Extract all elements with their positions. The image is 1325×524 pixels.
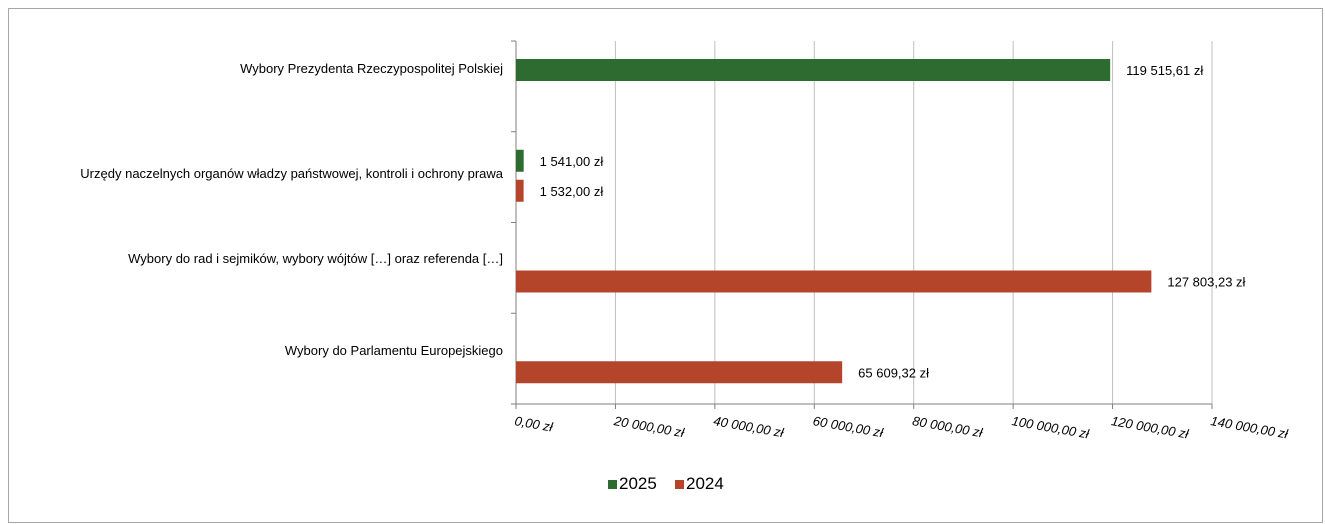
legend-swatch-2024 — [675, 480, 684, 489]
data-label-2025-1: 1 541,00 zł — [540, 154, 604, 169]
bar-2025-0 — [516, 59, 1111, 81]
x-tick-label-3: 60 000,00 zł — [812, 413, 885, 440]
legend-swatch-2025 — [608, 480, 617, 489]
legend-label-2024: 2024 — [686, 474, 724, 493]
x-tick-label-2: 40 000,00 zł — [712, 413, 785, 440]
legend-label-2025: 2025 — [619, 474, 657, 493]
data-label-2024-3: 65 609,32 zł — [858, 365, 929, 380]
bar-2024-1 — [516, 179, 524, 202]
data-label-2024-1: 1 532,00 zł — [540, 184, 604, 199]
x-tick-label-0: 0,00 zł — [513, 413, 554, 435]
x-tick-label-5: 100 000,00 zł — [1011, 413, 1092, 442]
data-label-2025-0: 119 515,61 zł — [1126, 63, 1203, 78]
data-label-2024-2: 127 803,23 zł — [1167, 275, 1245, 290]
category-label-2: Wybory do rad i sejmików, wybory wójtów … — [128, 251, 503, 266]
bar-2024-2 — [516, 270, 1152, 293]
category-label-0: Wybory Prezydenta Rzeczypospolitej Polsk… — [240, 61, 503, 76]
chart-frame: 0,00 zł 20 000,00 zł 40 000,00 zł 60 000,00… — [8, 8, 1323, 523]
bar-2025-1 — [516, 149, 524, 172]
bar-2024-3 — [516, 361, 843, 384]
category-label-3: Wybory do Parlamentu Europejskiego — [285, 343, 503, 358]
x-tick-label-7: 140 000,00 zł — [1209, 413, 1290, 442]
x-tick-label-4: 80 000,00 zł — [911, 413, 984, 440]
bar-chart: 0,00 zł 20 000,00 zł 40 000,00 zł 60 000,00… — [80, 40, 1290, 493]
x-tick-label-6: 120 000,00 zł — [1110, 413, 1191, 442]
category-label-1: Urzędy naczelnych organów władzy państwo… — [80, 166, 503, 181]
x-tick-label-1: 20 000,00 zł — [612, 413, 686, 440]
